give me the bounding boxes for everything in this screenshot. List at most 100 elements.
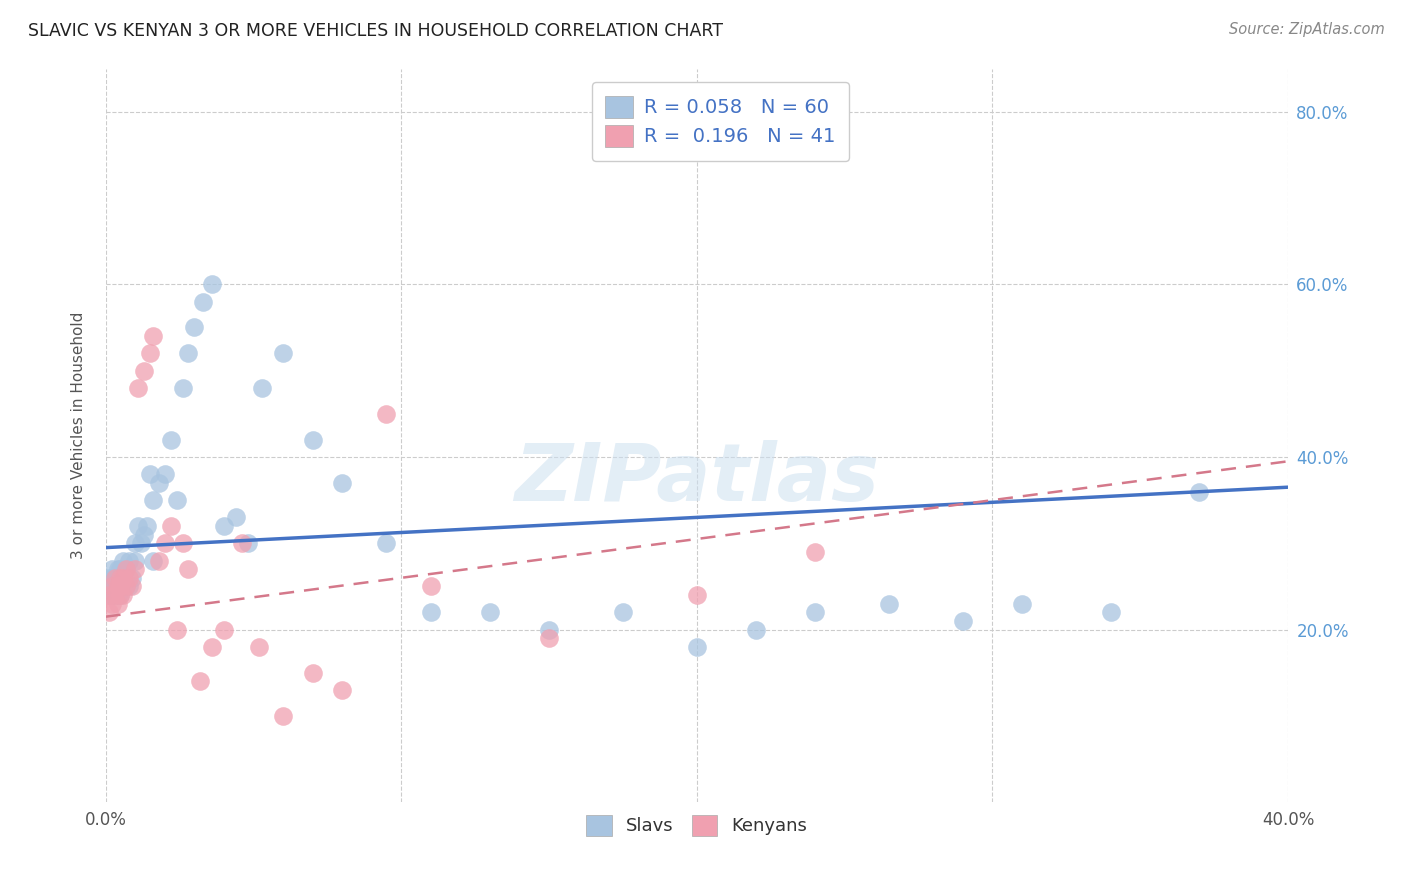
Point <box>153 467 176 482</box>
Point <box>419 579 441 593</box>
Text: SLAVIC VS KENYAN 3 OR MORE VEHICLES IN HOUSEHOLD CORRELATION CHART: SLAVIC VS KENYAN 3 OR MORE VEHICLES IN H… <box>28 22 723 40</box>
Point <box>271 709 294 723</box>
Point <box>177 346 200 360</box>
Point <box>166 623 188 637</box>
Point <box>112 588 135 602</box>
Point <box>952 614 974 628</box>
Point <box>375 407 398 421</box>
Point <box>271 346 294 360</box>
Point <box>100 597 122 611</box>
Point <box>132 364 155 378</box>
Point <box>121 571 143 585</box>
Point <box>1188 484 1211 499</box>
Point <box>127 381 149 395</box>
Point <box>142 329 165 343</box>
Point <box>115 562 138 576</box>
Point <box>212 519 235 533</box>
Point <box>478 605 501 619</box>
Point <box>183 320 205 334</box>
Point <box>612 605 634 619</box>
Point <box>118 579 141 593</box>
Point <box>301 433 323 447</box>
Point <box>538 632 561 646</box>
Point <box>115 562 138 576</box>
Point <box>231 536 253 550</box>
Point <box>538 623 561 637</box>
Point <box>301 665 323 680</box>
Point <box>124 536 146 550</box>
Point <box>330 475 353 490</box>
Point <box>124 553 146 567</box>
Point <box>118 571 141 585</box>
Point <box>103 579 125 593</box>
Point <box>136 519 159 533</box>
Point <box>97 588 120 602</box>
Point <box>247 640 270 654</box>
Point <box>107 571 129 585</box>
Point <box>177 562 200 576</box>
Point <box>212 623 235 637</box>
Point <box>110 562 132 576</box>
Point <box>172 381 194 395</box>
Point <box>107 579 129 593</box>
Text: ZIPatlas: ZIPatlas <box>515 441 879 518</box>
Point <box>112 579 135 593</box>
Point <box>112 553 135 567</box>
Point <box>100 562 122 576</box>
Point <box>107 597 129 611</box>
Point <box>103 588 125 602</box>
Point <box>252 381 274 395</box>
Point <box>115 579 138 593</box>
Point <box>124 562 146 576</box>
Point <box>166 493 188 508</box>
Point <box>110 588 132 602</box>
Point <box>1011 597 1033 611</box>
Point <box>132 527 155 541</box>
Point <box>100 579 122 593</box>
Point <box>236 536 259 550</box>
Point <box>172 536 194 550</box>
Point <box>107 579 129 593</box>
Point <box>97 605 120 619</box>
Point <box>159 433 181 447</box>
Point <box>121 579 143 593</box>
Point <box>193 294 215 309</box>
Point <box>103 571 125 585</box>
Point <box>877 597 900 611</box>
Point <box>188 674 211 689</box>
Point <box>100 588 122 602</box>
Point <box>225 510 247 524</box>
Point <box>100 571 122 585</box>
Point <box>201 640 224 654</box>
Point <box>112 571 135 585</box>
Point <box>686 640 709 654</box>
Point <box>375 536 398 550</box>
Point <box>139 346 162 360</box>
Point <box>110 579 132 593</box>
Point <box>804 545 827 559</box>
Point <box>103 571 125 585</box>
Y-axis label: 3 or more Vehicles in Household: 3 or more Vehicles in Household <box>72 311 86 559</box>
Point <box>419 605 441 619</box>
Point <box>148 553 170 567</box>
Point <box>804 605 827 619</box>
Point <box>153 536 176 550</box>
Point <box>107 588 129 602</box>
Point <box>142 553 165 567</box>
Point <box>110 588 132 602</box>
Point <box>103 588 125 602</box>
Point <box>745 623 768 637</box>
Point <box>148 475 170 490</box>
Point <box>129 536 152 550</box>
Point <box>107 562 129 576</box>
Point <box>159 519 181 533</box>
Point <box>118 553 141 567</box>
Point <box>139 467 162 482</box>
Point <box>142 493 165 508</box>
Legend: Slavs, Kenyans: Slavs, Kenyans <box>578 805 817 845</box>
Point <box>97 571 120 585</box>
Point <box>686 588 709 602</box>
Point <box>115 579 138 593</box>
Point <box>127 519 149 533</box>
Point <box>1099 605 1122 619</box>
